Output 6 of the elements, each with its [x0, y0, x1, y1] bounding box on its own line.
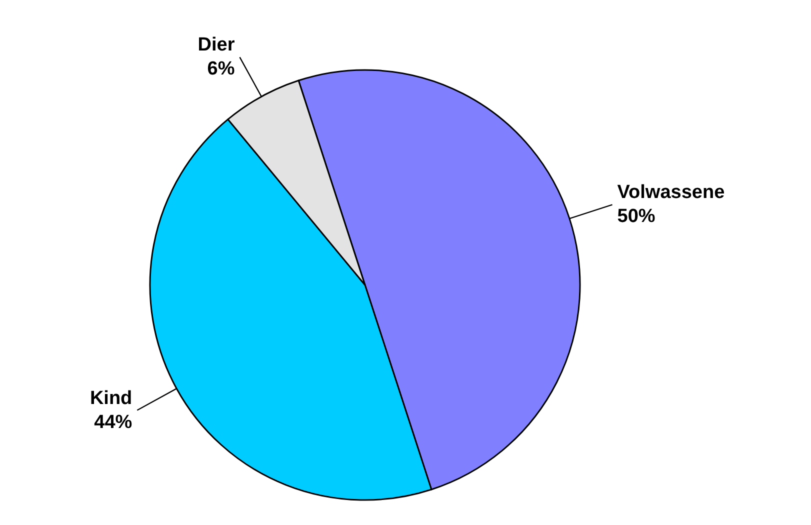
data-label: 50% [617, 206, 656, 228]
slice-label: Kind [90, 388, 132, 409]
data-label: 44% [94, 412, 132, 433]
slice-label: Volwassene [617, 182, 725, 204]
slice-label: Dier [198, 34, 236, 56]
data-label: 6% [207, 58, 235, 80]
